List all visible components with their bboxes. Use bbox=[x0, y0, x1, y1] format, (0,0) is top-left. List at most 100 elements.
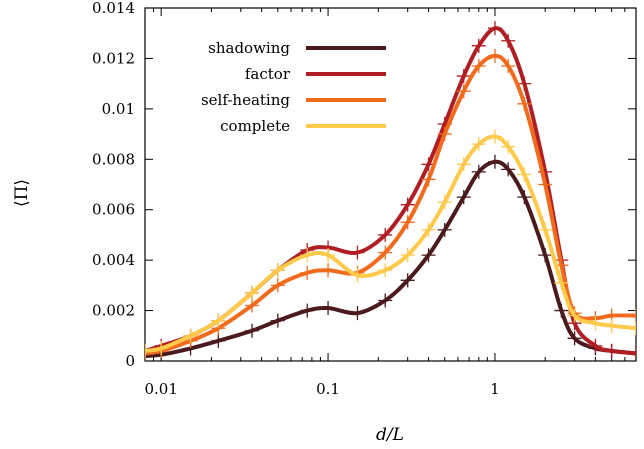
y-tick-label: 0.012 bbox=[92, 49, 135, 67]
x-axis-title: d/L bbox=[376, 425, 404, 445]
series-group bbox=[145, 21, 636, 361]
data-point-marker bbox=[378, 263, 393, 278]
data-point-marker bbox=[629, 321, 636, 336]
data-point-marker bbox=[629, 346, 636, 361]
data-point-marker bbox=[538, 177, 553, 192]
y-tick-label: 0.002 bbox=[92, 302, 135, 320]
data-point-marker bbox=[517, 96, 532, 111]
data-point-marker bbox=[145, 348, 152, 361]
data-point-marker bbox=[517, 76, 532, 91]
data-point-marker bbox=[300, 248, 315, 263]
legend-item: factor bbox=[245, 65, 386, 83]
data-point-marker bbox=[501, 162, 516, 177]
series-line bbox=[145, 134, 636, 353]
y-tick-label: 0.01 bbox=[102, 100, 135, 118]
data-point-marker bbox=[501, 139, 516, 154]
data-point-marker bbox=[321, 248, 336, 263]
series-complete bbox=[145, 129, 636, 358]
data-point-marker bbox=[604, 318, 619, 333]
legend: shadowing factor self-heating complete bbox=[201, 39, 386, 135]
data-point-marker bbox=[400, 248, 415, 263]
data-point-marker bbox=[629, 308, 636, 323]
data-point-marker bbox=[437, 127, 452, 142]
data-point-marker bbox=[588, 316, 603, 331]
x-tick-label: 0.1 bbox=[316, 380, 340, 398]
series-factor bbox=[145, 21, 636, 361]
data-point-marker bbox=[211, 333, 226, 348]
data-point-marker bbox=[471, 38, 486, 53]
legend-item: self-heating bbox=[201, 91, 386, 109]
data-point-marker bbox=[517, 190, 532, 205]
legend-label: self-heating bbox=[201, 91, 290, 109]
data-point-marker bbox=[244, 323, 259, 338]
data-point-marker bbox=[300, 303, 315, 318]
plot-frame bbox=[144, 7, 637, 362]
data-point-marker bbox=[554, 303, 569, 318]
data-point-marker bbox=[270, 278, 285, 293]
data-point-marker bbox=[421, 248, 436, 263]
series-line bbox=[145, 159, 636, 358]
data-point-marker bbox=[604, 343, 619, 358]
legend-label: shadowing bbox=[208, 39, 290, 57]
data-point-marker bbox=[321, 301, 336, 316]
data-point-marker bbox=[456, 69, 471, 84]
data-point-marker bbox=[421, 172, 436, 187]
data-point-marker bbox=[145, 346, 152, 361]
data-point-marker bbox=[487, 48, 502, 63]
data-point-marker bbox=[400, 273, 415, 288]
data-point-marker bbox=[501, 58, 516, 73]
data-point-marker bbox=[538, 248, 553, 263]
data-point-marker bbox=[554, 275, 569, 290]
legend-label: complete bbox=[220, 117, 290, 135]
data-point-marker bbox=[538, 222, 553, 237]
data-point-marker bbox=[378, 227, 393, 242]
data-point-marker bbox=[400, 215, 415, 230]
data-point-marker bbox=[321, 263, 336, 278]
data-point-marker bbox=[567, 331, 582, 346]
data-point-marker bbox=[378, 293, 393, 308]
data-point-marker bbox=[456, 190, 471, 205]
y-tick-label: 0.008 bbox=[92, 150, 135, 168]
data-point-marker bbox=[300, 265, 315, 280]
data-point-marker bbox=[471, 58, 486, 73]
data-point-marker bbox=[244, 298, 259, 313]
data-point-marker bbox=[350, 306, 365, 321]
legend-label: factor bbox=[245, 65, 291, 83]
axis-ticks: 0 0.002 0.004 0.006 0.008 0.01 0.012 0.014 0.01 0… bbox=[92, 0, 636, 398]
data-point-marker bbox=[456, 157, 471, 172]
y-tick-label: 0.004 bbox=[92, 251, 135, 269]
legend-item: complete bbox=[220, 117, 386, 135]
x-tick-label: 0.01 bbox=[144, 380, 177, 398]
data-point-marker bbox=[437, 195, 452, 210]
data-point-marker bbox=[211, 313, 226, 328]
data-point-marker bbox=[154, 341, 169, 356]
data-point-marker bbox=[471, 137, 486, 152]
data-point-marker bbox=[145, 343, 152, 358]
data-point-marker bbox=[567, 308, 582, 323]
data-point-marker bbox=[378, 245, 393, 260]
data-point-marker bbox=[244, 285, 259, 300]
y-tick-label: 0 bbox=[125, 352, 135, 370]
data-point-marker bbox=[517, 167, 532, 182]
data-point-marker bbox=[471, 164, 486, 179]
data-point-marker bbox=[350, 245, 365, 260]
y-tick-label: 0.014 bbox=[92, 0, 135, 17]
y-tick-label: 0.006 bbox=[92, 201, 135, 219]
data-point-marker bbox=[487, 21, 502, 36]
data-point-marker bbox=[421, 222, 436, 237]
legend-item: shadowing bbox=[208, 39, 386, 57]
data-point-marker bbox=[501, 33, 516, 48]
data-point-marker bbox=[350, 268, 365, 283]
series-self-heating bbox=[145, 48, 636, 361]
data-point-marker bbox=[437, 222, 452, 237]
y-axis-title: ⟨Π⟩ bbox=[12, 179, 32, 207]
x-tick-label: 1 bbox=[490, 380, 500, 398]
data-point-marker bbox=[487, 154, 502, 169]
data-point-marker bbox=[487, 129, 502, 144]
data-point-marker bbox=[456, 84, 471, 99]
data-point-marker bbox=[270, 263, 285, 278]
series-line bbox=[145, 26, 636, 356]
data-point-marker bbox=[588, 338, 603, 353]
data-point-marker bbox=[183, 328, 198, 343]
